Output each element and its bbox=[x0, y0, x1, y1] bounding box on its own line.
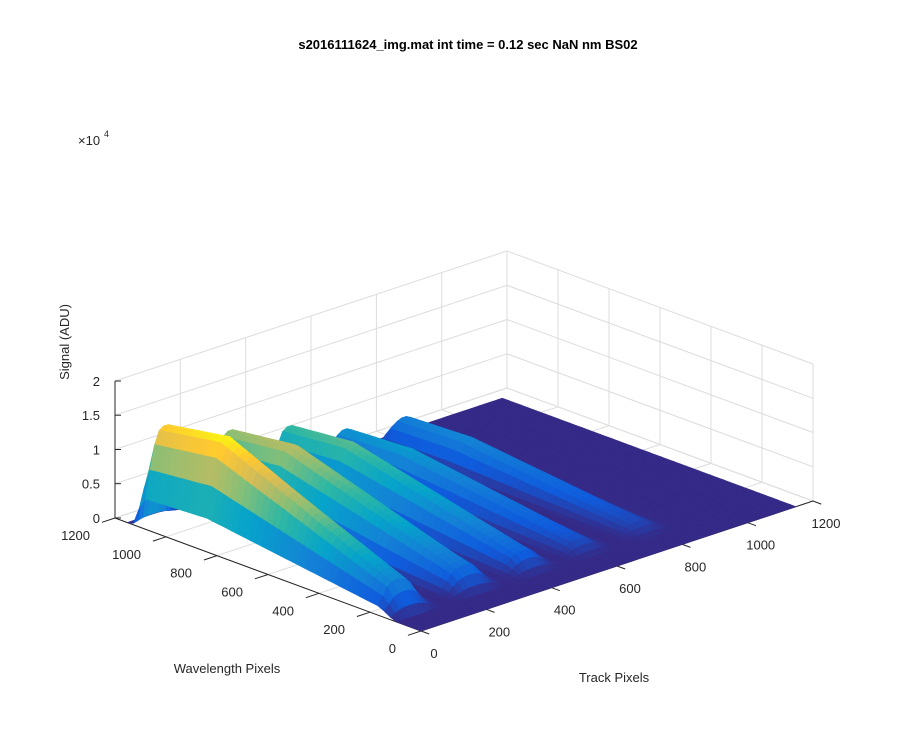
signal-surface bbox=[127, 397, 798, 632]
z-tick-label: 0 bbox=[93, 511, 100, 526]
grid-line bbox=[114, 284, 508, 416]
x-tick-label: 400 bbox=[554, 603, 576, 618]
y-tick-label: 1200 bbox=[61, 528, 90, 543]
y-tick bbox=[407, 630, 422, 636]
tick-labels: 0200400600800100012000200400600800100012… bbox=[61, 374, 840, 661]
z-tick-label: 1.5 bbox=[82, 408, 100, 423]
x-tick-label: 1000 bbox=[746, 538, 775, 553]
surface-patch bbox=[413, 626, 427, 632]
y-axis-label: Wavelength Pixels bbox=[174, 661, 281, 676]
x-tick-label: 0 bbox=[430, 646, 437, 661]
z-tick-label: 0.5 bbox=[82, 477, 100, 492]
x-tick bbox=[420, 630, 430, 635]
y-tick bbox=[254, 574, 269, 580]
x-tick bbox=[812, 500, 822, 505]
y-tick bbox=[356, 611, 371, 617]
x-tick bbox=[551, 587, 560, 592]
y-tick-label: 0 bbox=[389, 641, 396, 656]
y-tick-label: 1000 bbox=[112, 547, 141, 562]
x-tick bbox=[682, 543, 691, 548]
x-tick-label: 600 bbox=[619, 581, 641, 596]
z-exponent: ×10 4 bbox=[78, 129, 109, 148]
z-tick-label: 2 bbox=[93, 374, 100, 389]
y-tick bbox=[101, 517, 116, 523]
grid-line bbox=[506, 353, 814, 468]
chart-title: s2016111624_img.mat int time = 0.12 sec … bbox=[298, 37, 637, 52]
grid-line bbox=[506, 387, 814, 502]
z-axis-label: Signal (ADU) bbox=[57, 304, 72, 380]
z-exponent-power: 4 bbox=[104, 129, 109, 139]
x-tick bbox=[486, 608, 495, 613]
grid-line bbox=[506, 284, 814, 399]
x-tick-label: 800 bbox=[685, 559, 707, 574]
grid-line bbox=[506, 250, 814, 365]
y-tick-label: 200 bbox=[323, 622, 345, 637]
z-tick-label: 1 bbox=[93, 443, 100, 458]
y-tick bbox=[203, 555, 218, 561]
y-tick-label: 600 bbox=[221, 585, 243, 600]
grid-line bbox=[506, 319, 814, 433]
x-tick bbox=[747, 522, 757, 527]
y-tick bbox=[152, 536, 167, 542]
z-exponent-base: ×10 bbox=[78, 133, 100, 148]
x-tick bbox=[616, 565, 626, 570]
x-tick-label: 200 bbox=[488, 624, 510, 639]
x-tick-label: 1200 bbox=[812, 516, 841, 531]
y-tick-label: 800 bbox=[170, 566, 192, 581]
y-tick bbox=[305, 592, 320, 599]
y-tick-label: 400 bbox=[272, 603, 294, 618]
x-axis-label: Track Pixels bbox=[579, 670, 650, 685]
grid-line bbox=[114, 250, 508, 382]
